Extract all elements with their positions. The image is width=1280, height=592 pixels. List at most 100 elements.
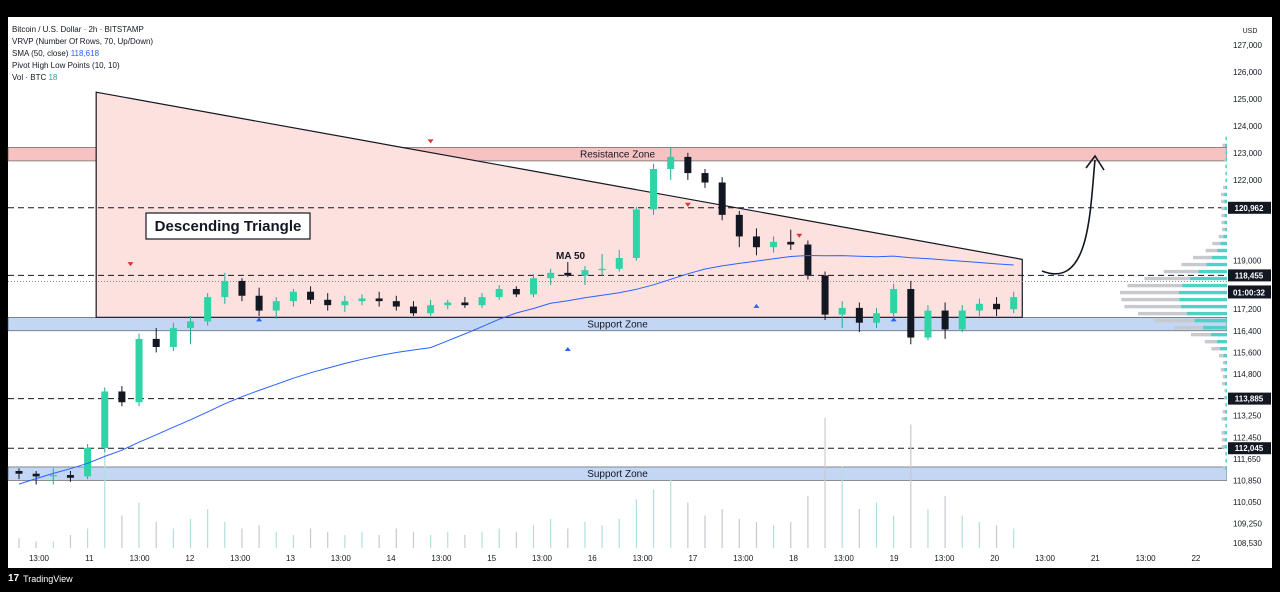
profile-bar (1225, 459, 1226, 462)
volume-bar (259, 525, 260, 548)
profile-bar (1221, 193, 1224, 196)
candle-body (753, 236, 760, 247)
profile-bar (1226, 165, 1227, 168)
volume-bar (361, 532, 362, 548)
candle-body (787, 242, 794, 245)
y-tick-label: 115,600 (1233, 348, 1262, 357)
candle-body (479, 297, 486, 305)
pattern-label: Descending Triangle (146, 213, 310, 239)
candle-body (256, 296, 263, 311)
candle-body (890, 289, 897, 313)
zone-label: Resistance Zone (580, 150, 655, 161)
chart-legend: Bitcoin / U.S. Dollar · 2h · BITSTAMP VR… (12, 24, 153, 84)
profile-bar (1207, 263, 1227, 266)
profile-bar (1221, 214, 1224, 217)
profile-bar (1217, 340, 1227, 343)
volume-bar (173, 529, 174, 549)
candle-body (822, 276, 829, 315)
y-tick-label: 127,000 (1233, 41, 1262, 50)
candle-body (153, 339, 160, 347)
profile-bar (1226, 158, 1227, 161)
candle-body (461, 302, 468, 305)
profile-bar (1187, 312, 1227, 315)
tradingview-logo[interactable]: 17 TradingView (8, 573, 73, 584)
price-label: 112,045 (1235, 444, 1264, 453)
y-tick-label: 114,800 (1233, 370, 1262, 379)
profile-bar (1226, 179, 1227, 182)
profile-bar (1223, 186, 1225, 189)
volume-bar (516, 532, 517, 548)
profile-bar (1223, 235, 1227, 238)
x-tick-label: 13:00 (633, 554, 654, 563)
candle-body (1010, 297, 1017, 309)
volume-bar (464, 535, 465, 548)
candle-body (581, 270, 588, 275)
indicator-volume: Vol · BTC 18 (12, 72, 153, 84)
candle-body (702, 173, 709, 182)
volume-bar (104, 451, 105, 549)
profile-bar (1225, 466, 1227, 469)
profile-bar (1226, 452, 1227, 455)
volume-bar (156, 522, 157, 548)
y-tick-label: 122,000 (1233, 176, 1262, 185)
volume-bar (927, 509, 928, 548)
profile-bar (1220, 242, 1227, 245)
x-tick-label: 17 (688, 554, 697, 563)
x-tick-label: 13:00 (733, 554, 754, 563)
profile-bar (1224, 431, 1227, 434)
volume-bar (893, 516, 894, 549)
pattern-label-text: Descending Triangle (155, 218, 302, 235)
profile-bar (1224, 396, 1226, 399)
x-tick-label: 22 (1191, 554, 1200, 563)
candle-body (907, 289, 914, 338)
profile-bar (1225, 375, 1227, 378)
candle-body (976, 304, 983, 311)
profile-bar (1190, 277, 1227, 280)
profile-bar (1225, 452, 1226, 455)
x-tick-label: 13:00 (532, 554, 553, 563)
candle-body (376, 298, 383, 301)
profile-bar (1222, 228, 1225, 231)
volume-bar (807, 496, 808, 548)
x-tick-label: 15 (487, 554, 496, 563)
profile-bar (1217, 249, 1227, 252)
x-tick-label: 18 (789, 554, 798, 563)
currency-label: USD (1243, 28, 1258, 35)
x-tick-label: 16 (588, 554, 597, 563)
profile-bar (1223, 375, 1225, 378)
x-tick-label: 13:00 (1136, 554, 1157, 563)
profile-bar (1226, 389, 1227, 392)
candle-body (16, 471, 23, 474)
profile-bar (1225, 144, 1227, 147)
candle-body (736, 215, 743, 237)
volume-bar (121, 516, 122, 549)
x-tick-label: 13:00 (331, 554, 352, 563)
candle-body (839, 308, 846, 315)
ma-label: MA 50 (556, 251, 586, 262)
candle-body (564, 273, 571, 276)
volume-bar (636, 499, 637, 548)
profile-bar (1191, 333, 1211, 336)
candle-body (444, 302, 451, 305)
volume-bar (138, 503, 139, 549)
candle-body (873, 313, 880, 322)
candle-body (496, 289, 503, 297)
candle-body (273, 301, 280, 310)
candle-body (67, 475, 74, 478)
profile-bar (1195, 319, 1227, 322)
volume-bar (979, 522, 980, 548)
profile-bar (1224, 207, 1227, 210)
profile-bar (1224, 221, 1227, 224)
candle-body (136, 339, 143, 402)
y-tick-label: 109,250 (1233, 520, 1262, 529)
candle-body (770, 242, 777, 247)
volume-bar (207, 509, 208, 548)
candle-body (684, 157, 691, 173)
volume-bar (842, 467, 843, 548)
profile-bar (1222, 438, 1225, 441)
x-tick-label: 13:00 (431, 554, 452, 563)
profile-bar (1179, 291, 1227, 294)
volume-bar (996, 525, 997, 548)
